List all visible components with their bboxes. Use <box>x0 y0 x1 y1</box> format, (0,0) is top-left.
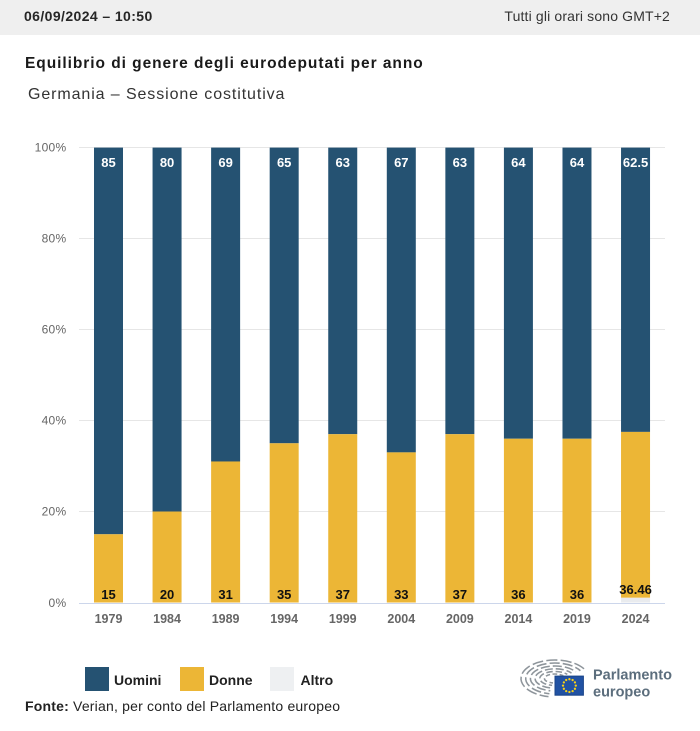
svg-text:2009: 2009 <box>446 612 474 626</box>
svg-text:80: 80 <box>160 155 174 170</box>
svg-text:20%: 20% <box>42 505 67 519</box>
svg-text:100%: 100% <box>35 141 67 155</box>
svg-text:60%: 60% <box>42 323 67 337</box>
svg-text:36: 36 <box>570 587 584 602</box>
svg-text:37: 37 <box>453 587 467 602</box>
svg-text:64: 64 <box>570 155 585 170</box>
svg-text:2019: 2019 <box>563 612 591 626</box>
svg-text:1979: 1979 <box>95 612 123 626</box>
svg-text:63: 63 <box>336 155 350 170</box>
svg-text:40%: 40% <box>42 414 67 428</box>
svg-text:64: 64 <box>511 155 526 170</box>
svg-text:Parlamento: Parlamento <box>593 668 672 684</box>
svg-text:80%: 80% <box>42 232 67 246</box>
svg-text:31: 31 <box>218 587 232 602</box>
svg-text:62.5: 62.5 <box>623 155 648 170</box>
svg-text:15: 15 <box>101 587 115 602</box>
svg-text:20: 20 <box>160 587 174 602</box>
svg-text:1999: 1999 <box>329 612 357 626</box>
svg-text:0%: 0% <box>49 596 67 610</box>
svg-text:36: 36 <box>511 587 525 602</box>
svg-text:1984: 1984 <box>153 612 181 626</box>
svg-text:69: 69 <box>218 155 232 170</box>
svg-text:2004: 2004 <box>387 612 415 626</box>
svg-text:35: 35 <box>277 587 291 602</box>
svg-text:33: 33 <box>394 587 408 602</box>
svg-text:37: 37 <box>336 587 350 602</box>
svg-text:67: 67 <box>394 155 408 170</box>
svg-text:85: 85 <box>101 155 115 170</box>
svg-text:63: 63 <box>453 155 467 170</box>
svg-text:2024: 2024 <box>622 612 650 626</box>
svg-text:36.46: 36.46 <box>619 582 652 597</box>
svg-text:1989: 1989 <box>212 612 240 626</box>
svg-text:1994: 1994 <box>270 612 298 626</box>
svg-text:2014: 2014 <box>505 612 533 626</box>
svg-text:europeo: europeo <box>593 685 650 701</box>
svg-text:65: 65 <box>277 155 291 170</box>
